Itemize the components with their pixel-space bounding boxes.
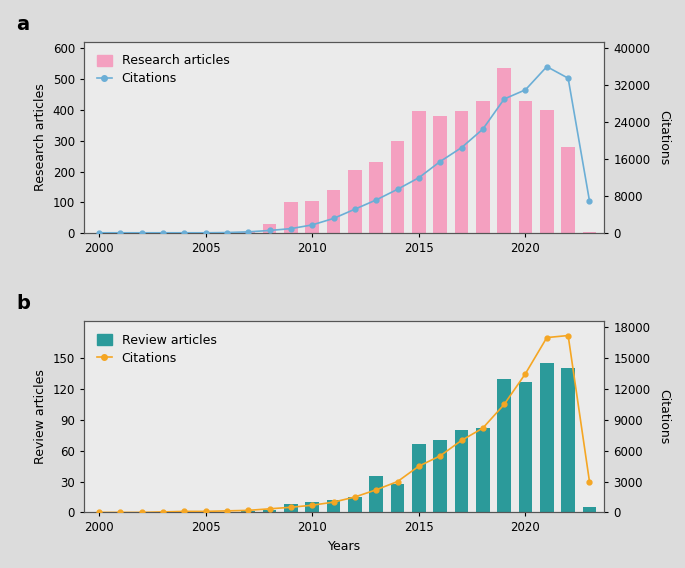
Bar bbox=[476, 428, 490, 512]
Bar bbox=[284, 202, 298, 233]
Bar bbox=[369, 477, 383, 512]
Bar bbox=[262, 511, 277, 512]
Citations bbox=[223, 229, 231, 236]
Bar bbox=[262, 224, 277, 233]
Text: a: a bbox=[16, 15, 29, 34]
Bar bbox=[390, 141, 404, 233]
Citations bbox=[586, 478, 594, 485]
Bar bbox=[540, 110, 553, 233]
Y-axis label: Citations: Citations bbox=[657, 110, 670, 165]
Citations bbox=[159, 229, 167, 236]
Legend: Research articles, Citations: Research articles, Citations bbox=[90, 48, 236, 91]
Line: Citations: Citations bbox=[97, 333, 592, 515]
Bar bbox=[455, 111, 469, 233]
Citations bbox=[244, 228, 252, 235]
Citations bbox=[180, 229, 188, 236]
Citations bbox=[351, 494, 359, 500]
Citations bbox=[287, 225, 295, 232]
Citations bbox=[414, 174, 423, 181]
Bar bbox=[540, 364, 553, 512]
Citations bbox=[116, 509, 125, 516]
Bar bbox=[455, 430, 469, 512]
Bar bbox=[348, 170, 362, 233]
Citations bbox=[436, 158, 445, 165]
Citations bbox=[521, 86, 530, 93]
Text: b: b bbox=[16, 294, 30, 314]
Bar bbox=[582, 232, 597, 233]
Citations bbox=[266, 227, 274, 234]
Y-axis label: Citations: Citations bbox=[657, 389, 670, 444]
Citations bbox=[201, 229, 210, 236]
Citations bbox=[521, 370, 530, 377]
Bar bbox=[306, 201, 319, 233]
Bar bbox=[348, 497, 362, 512]
Citations bbox=[329, 499, 338, 506]
Bar bbox=[412, 111, 426, 233]
Bar bbox=[519, 382, 532, 512]
Citations bbox=[458, 144, 466, 151]
Bar bbox=[433, 116, 447, 233]
Citations bbox=[95, 509, 103, 516]
Citations bbox=[180, 508, 188, 515]
Legend: Review articles, Citations: Review articles, Citations bbox=[90, 327, 223, 371]
Citations bbox=[479, 126, 487, 132]
Citations bbox=[138, 509, 146, 516]
Bar bbox=[497, 379, 511, 512]
Citations bbox=[500, 401, 508, 408]
Citations bbox=[393, 478, 401, 485]
Citations bbox=[372, 197, 380, 203]
Bar bbox=[327, 500, 340, 512]
Citations bbox=[458, 437, 466, 444]
Y-axis label: Research articles: Research articles bbox=[34, 83, 47, 191]
Line: Citations: Citations bbox=[97, 64, 592, 235]
Citations bbox=[393, 186, 401, 193]
X-axis label: Years: Years bbox=[327, 540, 361, 553]
Bar bbox=[241, 232, 256, 233]
Citations bbox=[586, 198, 594, 204]
Bar bbox=[582, 507, 597, 512]
Bar bbox=[241, 511, 256, 512]
Citations bbox=[159, 508, 167, 515]
Bar bbox=[412, 444, 426, 512]
Bar bbox=[519, 101, 532, 233]
Bar bbox=[327, 190, 340, 233]
Citations bbox=[287, 504, 295, 511]
Citations bbox=[564, 75, 572, 82]
Citations bbox=[564, 332, 572, 339]
Bar bbox=[369, 162, 383, 233]
Citations bbox=[372, 486, 380, 493]
Citations bbox=[308, 502, 316, 508]
Y-axis label: Review articles: Review articles bbox=[34, 369, 47, 464]
Citations bbox=[138, 229, 146, 236]
Citations bbox=[543, 63, 551, 70]
Citations bbox=[351, 206, 359, 212]
Bar bbox=[561, 369, 575, 512]
Citations bbox=[201, 508, 210, 515]
Citations bbox=[266, 506, 274, 512]
Citations bbox=[244, 507, 252, 514]
Citations bbox=[95, 229, 103, 236]
Citations bbox=[436, 453, 445, 460]
Citations bbox=[223, 507, 231, 514]
Bar bbox=[284, 504, 298, 512]
Citations bbox=[543, 334, 551, 341]
Bar bbox=[433, 440, 447, 512]
Citations bbox=[308, 222, 316, 228]
Bar bbox=[390, 483, 404, 512]
Citations bbox=[329, 215, 338, 222]
Bar bbox=[561, 147, 575, 233]
Citations bbox=[479, 425, 487, 432]
Bar bbox=[306, 502, 319, 512]
Bar bbox=[497, 68, 511, 233]
Citations bbox=[116, 229, 125, 236]
Citations bbox=[500, 95, 508, 102]
Citations bbox=[414, 463, 423, 470]
Bar bbox=[476, 101, 490, 233]
